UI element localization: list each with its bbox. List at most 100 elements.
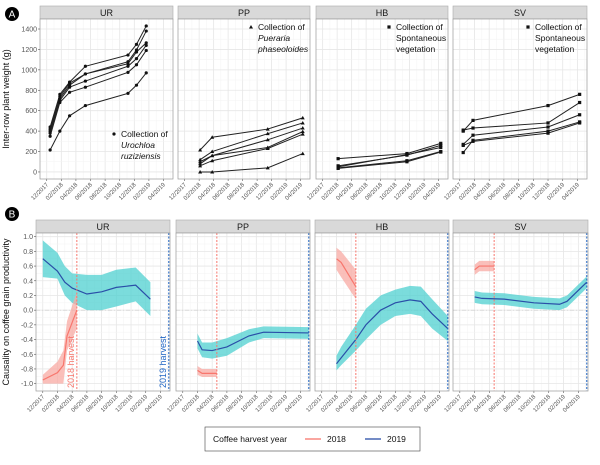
plot-area — [453, 19, 587, 179]
data-point-circle — [144, 29, 148, 33]
panel-label-badge — [5, 7, 19, 21]
data-point-triangle — [198, 161, 203, 166]
legend-label: 2018 — [327, 434, 346, 444]
data-point-triangle — [198, 148, 203, 152]
data-point-circle — [67, 90, 72, 94]
data-point-square — [439, 143, 443, 148]
facet-sv: SV12/201702/201804/201806/201808/201810/… — [444, 219, 589, 414]
data-point-triangle — [265, 131, 270, 136]
plot-area — [316, 19, 448, 179]
data-point-circle — [48, 134, 52, 138]
data-point-square — [405, 160, 409, 164]
fit-line-2018 — [42, 309, 78, 381]
data-point-circle — [58, 100, 62, 105]
data-point-square — [439, 150, 443, 154]
data-point-triangle — [210, 169, 215, 174]
data-point-triangle — [198, 163, 203, 168]
y-tick-label: 0.0 — [23, 308, 33, 315]
data-point-square — [578, 121, 582, 125]
fit-line-2018 — [197, 369, 217, 374]
data-point-square — [439, 141, 443, 145]
data-point-circle — [67, 85, 72, 89]
annotation-text: Collection of — [396, 22, 443, 32]
annotation-text: Urochloa — [121, 140, 155, 150]
data-point-triangle — [265, 137, 270, 142]
data-point-circle — [126, 64, 130, 68]
data-point-circle — [144, 48, 148, 53]
fit-line-2019 — [474, 281, 588, 305]
facet-ur: UR12/201702/201804/201806/201808/201810/… — [31, 5, 174, 202]
series-line — [462, 121, 580, 153]
data-point-circle — [83, 64, 88, 68]
confidence-band-2019 — [336, 285, 448, 371]
series-line — [463, 122, 580, 146]
series-line — [199, 127, 303, 163]
panel-border — [39, 18, 174, 180]
y-tick-label: -0.6 — [21, 352, 33, 359]
panel-border — [35, 232, 171, 392]
data-point-circle — [48, 148, 52, 152]
data-point-circle — [83, 79, 88, 83]
panel-border — [314, 232, 450, 392]
panel-border — [177, 18, 311, 180]
facet-pp: PP12/201702/201804/201806/201808/201810/… — [168, 5, 311, 202]
data-point-circle — [126, 70, 130, 75]
harvest-label: 2018 harvest — [66, 335, 76, 388]
panel-border — [452, 18, 588, 180]
annotation-text: Collection of — [258, 22, 305, 32]
data-point-square — [405, 152, 409, 157]
data-point-square — [578, 100, 582, 105]
data-point-circle — [144, 43, 148, 47]
data-point-circle — [83, 72, 88, 76]
series-line — [462, 114, 580, 145]
plot-area — [176, 233, 310, 391]
panel-label: B — [9, 210, 16, 221]
data-point-triangle — [300, 129, 305, 134]
fit-line-2019 — [196, 331, 309, 352]
legend-title: Coffee harvest year — [213, 434, 287, 444]
annotation-text: Spontaneous — [535, 33, 585, 43]
panel-label-badge — [5, 207, 19, 221]
data-point-square — [546, 131, 550, 135]
data-point-square — [578, 92, 582, 96]
confidence-band-2018 — [474, 260, 495, 275]
data-point-square — [461, 150, 465, 155]
confidence-band-2018 — [336, 247, 356, 300]
annotation-text: Collection of — [535, 22, 582, 32]
data-point-circle — [58, 129, 62, 133]
data-point-triangle — [300, 120, 305, 125]
data-point-circle — [83, 85, 88, 89]
data-point-triangle — [249, 25, 253, 29]
facet-strip-label: SV — [514, 222, 526, 232]
fit-line-2019 — [42, 258, 151, 300]
data-point-triangle — [265, 165, 270, 170]
data-point-square — [546, 103, 550, 108]
facet-strip-label: SV — [514, 8, 526, 18]
data-point-circle — [144, 71, 148, 75]
data-point-triangle — [210, 149, 215, 154]
annotation-text: vegetation — [396, 44, 435, 54]
y-tick-label: 800 — [25, 88, 37, 95]
data-point-triangle — [265, 127, 270, 131]
data-point-circle — [134, 42, 139, 46]
panel-label: A — [9, 10, 16, 21]
facet-sv: SV12/201702/201804/201806/201808/201810/… — [444, 5, 588, 202]
data-point-circle — [144, 41, 148, 45]
y-tick-label: 1200 — [21, 47, 37, 54]
data-point-triangle — [265, 146, 270, 150]
annotation-text: ruziziensis — [121, 151, 161, 161]
confidence-band-2019 — [42, 240, 151, 317]
data-point-square — [546, 125, 550, 129]
legend-label: 2019 — [387, 434, 406, 444]
data-point-circle — [134, 57, 139, 61]
data-point-triangle — [300, 126, 305, 130]
confidence-band-2019 — [474, 276, 587, 311]
facet-strip-label: HB — [376, 8, 389, 18]
annotation-text: phaseoloides — [257, 44, 309, 54]
series-line — [200, 153, 303, 173]
data-point-triangle — [198, 157, 203, 162]
plot-area — [178, 19, 310, 179]
y-tick-label: -0.2 — [21, 322, 33, 329]
data-point-square — [336, 157, 340, 161]
facet-strip-label: HB — [376, 222, 389, 232]
